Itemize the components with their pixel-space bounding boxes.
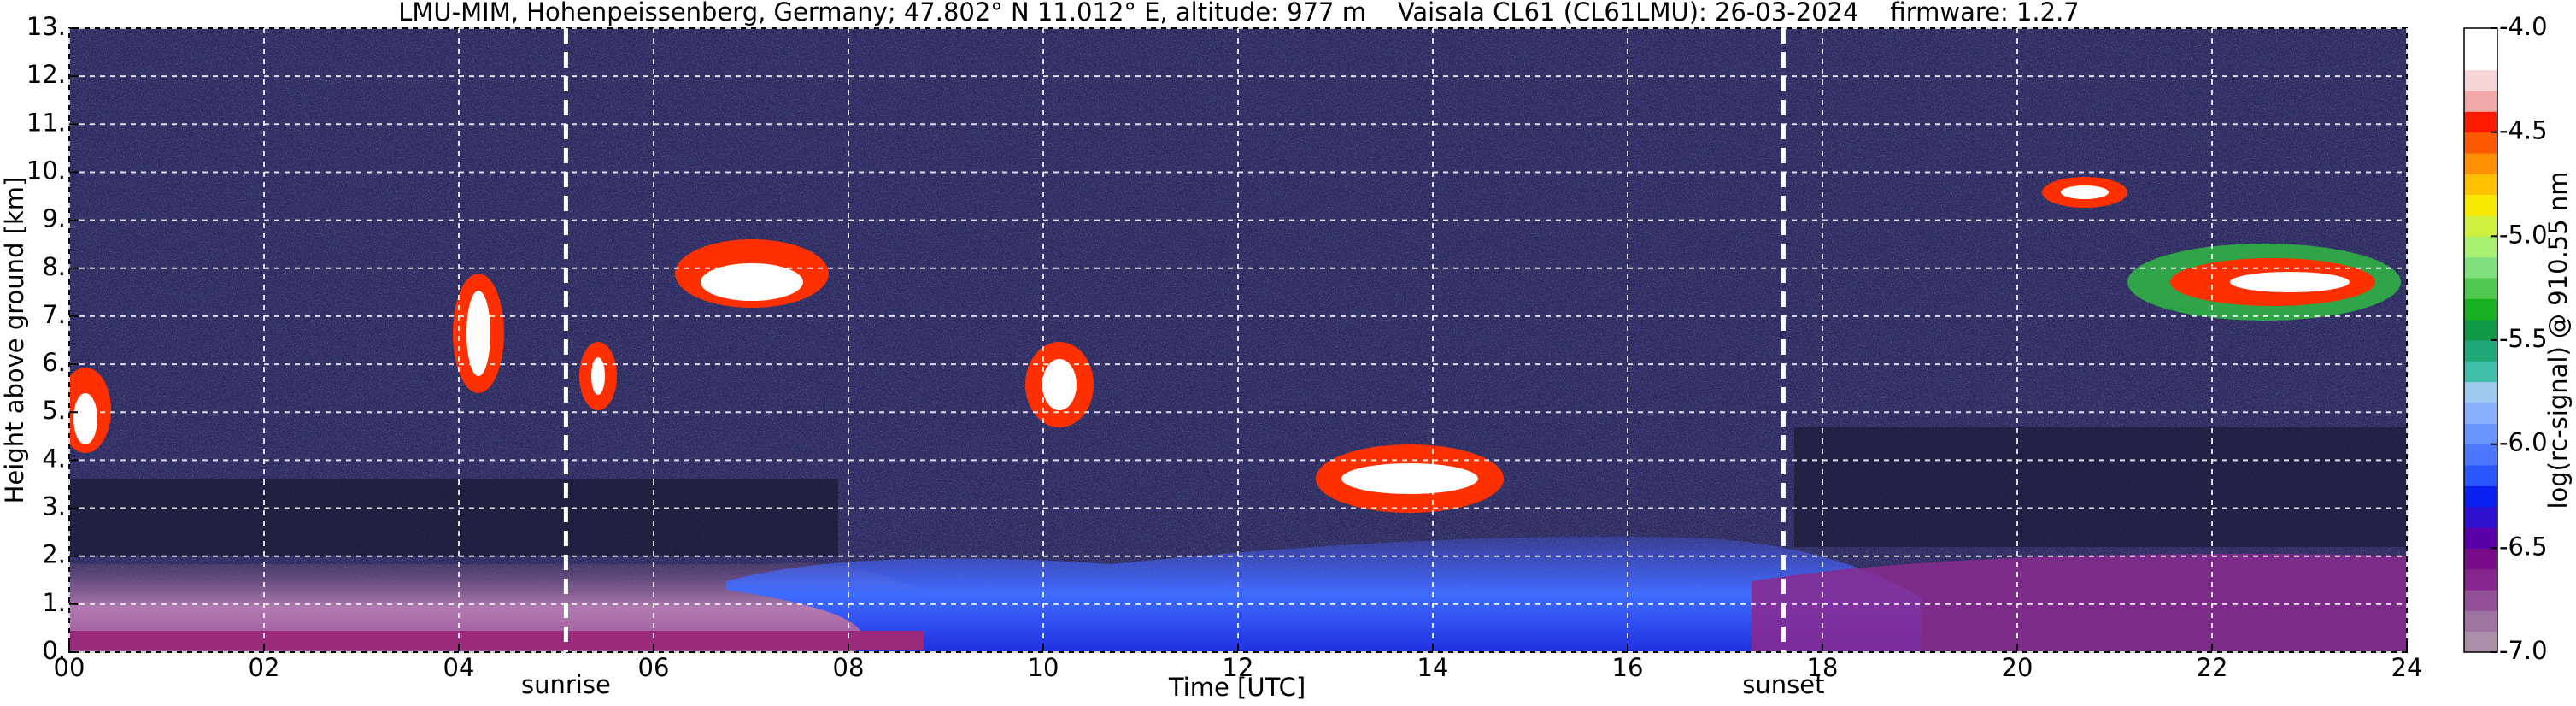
colorbar-segment xyxy=(2464,568,2497,591)
boundary-layer xyxy=(726,537,1922,652)
y-tick-label: 8. xyxy=(42,252,66,281)
colorbar-tick-label: -5.5 xyxy=(2499,324,2548,353)
colorbar-segment xyxy=(2464,444,2497,466)
colorbar-tick-label: -5.0 xyxy=(2499,220,2548,249)
x-tick-label: 24 xyxy=(2391,653,2423,682)
y-tick-label: 1. xyxy=(42,588,66,617)
x-tick-label: 08 xyxy=(833,653,865,682)
colorbar-tick-label: -6.0 xyxy=(2499,428,2548,457)
colorbar-segment xyxy=(2464,340,2497,362)
y-tick-label: 0. xyxy=(42,636,66,665)
x-tick-label: 02 xyxy=(249,653,280,682)
x-tick-label: 00 xyxy=(54,653,85,682)
y-tick-label: 3. xyxy=(42,492,66,521)
y-tick-label: 11. xyxy=(26,108,66,137)
dark-band xyxy=(69,479,838,556)
boundary-layer xyxy=(1752,554,2407,652)
colorbar-segment xyxy=(2464,49,2497,71)
y-tick-label: 13. xyxy=(26,12,66,41)
backscatter-field xyxy=(69,28,2407,652)
colorbar-segment xyxy=(2464,256,2497,279)
colorbar-segment xyxy=(2464,174,2497,196)
colorbar-segment xyxy=(2464,548,2497,570)
y-tick-label: 4. xyxy=(42,444,66,473)
colorbar-segment xyxy=(2464,111,2497,133)
colorbar-segment xyxy=(2464,506,2497,528)
colorbar-segment xyxy=(2464,153,2497,174)
boundary-layer xyxy=(69,562,940,652)
colorbar-segment xyxy=(2464,215,2497,237)
x-tick-label: 16 xyxy=(1612,653,1644,682)
colorbar-segment xyxy=(2464,590,2497,611)
clouds xyxy=(69,177,2401,513)
surface-layer xyxy=(69,631,924,650)
y-tick-label: 6. xyxy=(42,348,66,377)
x-tick-label: 14 xyxy=(1417,653,1449,682)
colorbar-segment xyxy=(2464,465,2497,486)
colorbar-segment xyxy=(2464,361,2497,383)
colorbar-segment xyxy=(2464,381,2497,403)
colorbar-segment xyxy=(2464,132,2497,154)
colorbar-tick-label: -6.5 xyxy=(2499,532,2548,561)
annotation-label: sunset xyxy=(1742,670,1824,699)
annotation-label: sunrise xyxy=(521,670,611,699)
chart-title: LMU-MIM, Hohenpeissenberg, Germany; 47.8… xyxy=(398,0,2080,26)
y-tick-label: 9. xyxy=(42,204,66,233)
colorbar-segment xyxy=(2464,403,2497,424)
colorbar-segment xyxy=(2464,194,2497,216)
y-tick-label: 7. xyxy=(42,300,66,329)
colorbar-segment xyxy=(2464,28,2497,50)
colorbar-segment xyxy=(2464,485,2497,508)
colorbar-segment xyxy=(2464,69,2497,91)
colorbar-segment xyxy=(2464,631,2497,653)
colorbar-segment xyxy=(2464,610,2497,632)
colorbar-segment xyxy=(2464,527,2497,549)
colorbar-tick-label: -4.0 xyxy=(2499,12,2548,41)
y-tick-label: 5. xyxy=(42,396,66,425)
colorbar-segment xyxy=(2464,319,2497,341)
dark-band xyxy=(1794,427,2407,547)
colorbar-tick-label: -7.0 xyxy=(2499,636,2548,665)
x-tick-label: 12 xyxy=(1223,653,1254,682)
y-tick-label: 12. xyxy=(26,60,66,89)
colorbar-segment xyxy=(2464,423,2497,445)
colorbar-label: log(rc-signal) @ 910.55 nm xyxy=(2544,171,2573,509)
y-tick-label: 10. xyxy=(26,156,66,185)
x-tick-label: 06 xyxy=(638,653,670,682)
x-tick-label: 10 xyxy=(1028,653,1059,682)
y-tick-label: 2. xyxy=(42,540,66,569)
x-tick-label: 22 xyxy=(2197,653,2228,682)
colorbar-tick-label: -4.5 xyxy=(2499,116,2548,145)
colorbar-segment xyxy=(2464,298,2497,321)
x-tick-label: 18 xyxy=(1807,653,1839,682)
y-axis-label: Height above ground [km] xyxy=(0,177,29,504)
x-axis-label: Time [UTC] xyxy=(1168,673,1306,702)
colorbar-segment xyxy=(2464,278,2497,299)
x-tick-label: 20 xyxy=(2002,653,2033,682)
x-tick-label: 04 xyxy=(443,653,475,682)
colorbar-segment xyxy=(2464,91,2497,112)
colorbar-segment xyxy=(2464,236,2497,258)
